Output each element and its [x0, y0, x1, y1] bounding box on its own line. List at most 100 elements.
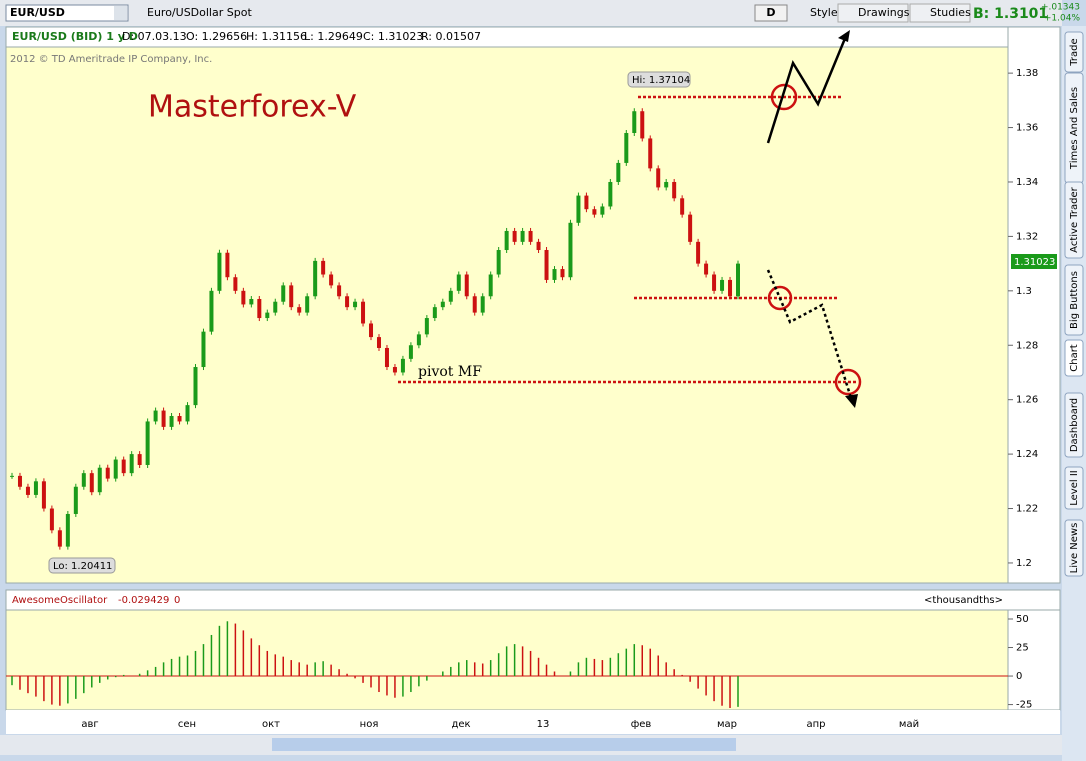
candle	[496, 250, 501, 275]
description: Euro/USDollar Spot	[147, 6, 252, 19]
tab-label[interactable]: Live News	[1069, 523, 1080, 574]
candle	[129, 454, 134, 474]
x-tick-label: сен	[178, 719, 196, 730]
candle	[432, 307, 437, 319]
x-tick-label: окт	[262, 719, 280, 730]
osc-unit: <thousandths>	[924, 595, 1003, 606]
studies-button[interactable]: Studies	[930, 6, 971, 19]
change: +.01343	[1041, 3, 1080, 13]
price-panel	[5, 46, 1009, 584]
up-arrow	[766, 35, 848, 144]
drawings-button[interactable]: Drawings	[858, 6, 910, 19]
tab-label[interactable]: Times And Sales	[1069, 87, 1080, 170]
candle	[65, 513, 70, 547]
tab-label[interactable]: Big Buttons	[1069, 271, 1080, 329]
tab[interactable]	[1064, 264, 1084, 336]
candle	[177, 416, 182, 422]
candle	[624, 132, 629, 163]
y-tick-label: 1.3	[1016, 286, 1032, 297]
dropdown[interactable]	[114, 6, 127, 20]
osc-value: -0.029429	[118, 595, 169, 606]
label-box	[48, 557, 116, 574]
candle	[97, 467, 102, 493]
candle	[209, 290, 214, 332]
candle	[464, 274, 469, 297]
copyright: 2012 © TD Ameritrade IP Company, Inc.	[10, 54, 212, 65]
candle	[576, 195, 581, 223]
candle	[10, 475, 14, 477]
studies-frame[interactable]	[909, 3, 971, 23]
candle	[392, 367, 397, 373]
candle	[504, 230, 509, 251]
y-tick-label: -25	[1016, 700, 1032, 711]
candle	[121, 459, 126, 474]
candle	[161, 410, 166, 427]
tab[interactable]	[1064, 31, 1084, 73]
candle	[376, 337, 381, 348]
candle	[544, 250, 549, 280]
tab[interactable]	[1064, 392, 1084, 458]
candle	[480, 296, 485, 313]
candle	[416, 334, 421, 346]
tab-label[interactable]: Chart	[1069, 344, 1080, 372]
y-tick-label: 0	[1016, 671, 1022, 682]
candle	[33, 481, 38, 495]
period: D	[766, 6, 775, 19]
change-pct: +1.04%	[1044, 14, 1081, 24]
period-button[interactable]	[754, 4, 788, 22]
candle	[408, 345, 413, 359]
circle	[767, 285, 793, 311]
scroll-thumb[interactable]	[272, 738, 736, 751]
y-tick-label: 1.32	[1016, 231, 1038, 242]
candle	[329, 274, 334, 286]
osc-title: AwesomeOscillator	[12, 595, 108, 606]
drawings-frame[interactable]	[837, 3, 909, 23]
tab[interactable]	[1064, 519, 1084, 577]
candle	[552, 269, 557, 280]
x-tick-label: фев	[631, 719, 652, 730]
tab-label[interactable]: Trade	[1069, 38, 1080, 66]
candle	[664, 181, 669, 188]
candle	[712, 274, 717, 291]
pivot-label: pivot MF	[418, 364, 482, 380]
candle	[640, 111, 645, 139]
down-arrow	[766, 269, 853, 399]
tab-label[interactable]: Active Trader	[1069, 186, 1080, 252]
candle	[113, 459, 118, 479]
symbol-box[interactable]	[5, 4, 129, 22]
candle	[632, 111, 637, 133]
candle	[488, 274, 493, 297]
candle	[345, 296, 350, 308]
candle	[313, 260, 318, 297]
candle	[17, 475, 22, 487]
tab-label[interactable]: Dashboard	[1069, 398, 1080, 452]
candle	[456, 274, 461, 291]
tab-label[interactable]: Level II	[1069, 470, 1080, 505]
candle	[49, 508, 54, 531]
candle	[297, 307, 302, 313]
candle	[281, 285, 286, 302]
x-tick-label: май	[899, 719, 919, 730]
header-date: D: 07.03.13	[122, 30, 187, 43]
candle	[568, 222, 573, 278]
candle	[361, 301, 366, 324]
candle	[169, 416, 174, 427]
candle	[41, 481, 46, 509]
tab[interactable]	[1064, 181, 1084, 259]
osc-zero: 0	[174, 595, 180, 606]
candle	[185, 405, 190, 422]
candle	[257, 298, 262, 319]
candle	[672, 181, 677, 199]
style-button[interactable]: Style	[810, 6, 838, 19]
y-tick-label: 1.24	[1016, 449, 1038, 460]
candle	[560, 269, 565, 278]
label-box	[627, 71, 691, 88]
drawings	[398, 30, 862, 408]
candle	[608, 181, 613, 207]
candle	[472, 296, 477, 313]
candle	[448, 290, 453, 302]
tab[interactable]	[1064, 466, 1084, 510]
candle	[688, 214, 693, 242]
tab[interactable]	[1064, 339, 1084, 377]
